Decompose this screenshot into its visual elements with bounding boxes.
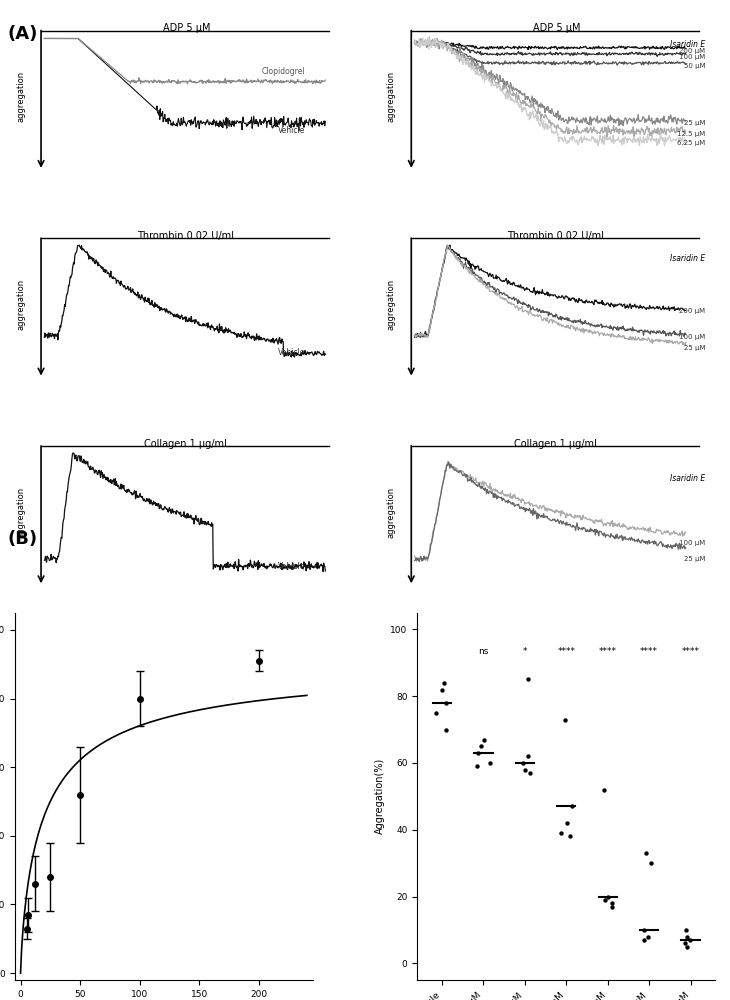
Text: ADP 5 μM: ADP 5 μM xyxy=(163,23,210,33)
Point xyxy=(524,765,536,781)
Point xyxy=(556,825,567,841)
Point xyxy=(519,762,531,778)
Text: 12.5 μM: 12.5 μM xyxy=(677,131,705,137)
Text: aggregation: aggregation xyxy=(387,487,396,538)
Point xyxy=(559,712,571,728)
Point xyxy=(680,922,692,938)
Y-axis label: Aggregation(%): Aggregation(%) xyxy=(374,758,385,834)
Point xyxy=(645,855,657,871)
Point xyxy=(681,929,693,945)
Text: ****: **** xyxy=(682,647,699,656)
Point xyxy=(602,889,614,905)
Text: Isaridin E: Isaridin E xyxy=(670,254,705,263)
Point xyxy=(564,828,576,844)
Point xyxy=(523,671,534,687)
Point xyxy=(638,922,650,938)
Text: Vehicle: Vehicle xyxy=(278,348,305,357)
Text: aggregation: aggregation xyxy=(17,279,26,330)
Point xyxy=(440,695,452,711)
Point xyxy=(642,929,654,945)
Text: aggregation: aggregation xyxy=(387,279,396,330)
Text: ****: **** xyxy=(557,647,575,656)
Text: 200 μM: 200 μM xyxy=(680,308,705,314)
Text: Collagen 1 μg/mL: Collagen 1 μg/mL xyxy=(144,439,229,449)
Text: 6.25 μM: 6.25 μM xyxy=(677,140,705,146)
Point xyxy=(561,815,572,831)
Text: 25 μM: 25 μM xyxy=(684,120,705,126)
Text: ****: **** xyxy=(599,647,617,656)
Text: Isaridin E: Isaridin E xyxy=(670,474,705,483)
Point xyxy=(475,738,487,754)
Point xyxy=(472,758,483,774)
Text: ADP 5 μM: ADP 5 μM xyxy=(533,23,580,33)
Point xyxy=(639,845,651,861)
Point xyxy=(599,892,611,908)
Point xyxy=(680,935,691,951)
Point xyxy=(436,682,447,698)
Point xyxy=(438,675,450,691)
Text: Isaridin E: Isaridin E xyxy=(670,40,705,49)
Text: 50 μM: 50 μM xyxy=(684,63,705,69)
Point xyxy=(472,745,484,761)
Text: Vehicle: Vehicle xyxy=(278,562,305,571)
Point xyxy=(478,732,490,748)
Point xyxy=(638,932,650,948)
Text: aggregation: aggregation xyxy=(17,71,26,122)
Point xyxy=(685,932,696,948)
Text: Clopidogrel: Clopidogrel xyxy=(262,67,305,76)
Text: 25 μM: 25 μM xyxy=(684,556,705,562)
Text: (A): (A) xyxy=(7,25,38,43)
Text: 100 μM: 100 μM xyxy=(679,54,705,60)
Point xyxy=(518,755,529,771)
Text: 25 μM: 25 μM xyxy=(684,345,705,351)
Point xyxy=(566,798,578,814)
Text: 200 μM: 200 μM xyxy=(680,48,705,54)
Text: 100 μM: 100 μM xyxy=(679,334,705,340)
Point xyxy=(522,748,534,764)
Text: 100 μM: 100 μM xyxy=(679,540,705,546)
Point xyxy=(440,722,452,738)
Point xyxy=(431,705,442,721)
Text: ****: **** xyxy=(640,647,658,656)
Text: Vehicle: Vehicle xyxy=(278,126,305,135)
Text: *: * xyxy=(523,647,527,656)
Text: ns: ns xyxy=(478,647,488,656)
Text: Thrombin 0.02 U/mL: Thrombin 0.02 U/mL xyxy=(137,231,237,241)
Point xyxy=(599,782,610,798)
Point xyxy=(484,755,496,771)
Text: aggregation: aggregation xyxy=(17,487,26,538)
Point xyxy=(606,895,618,911)
Text: aggregation: aggregation xyxy=(387,71,396,122)
Text: Thrombin 0.02 U/mL: Thrombin 0.02 U/mL xyxy=(507,231,607,241)
Text: (B): (B) xyxy=(7,530,37,548)
Point xyxy=(606,899,618,915)
Text: Collagen 1 μg/mL: Collagen 1 μg/mL xyxy=(514,439,599,449)
Point xyxy=(681,939,693,955)
